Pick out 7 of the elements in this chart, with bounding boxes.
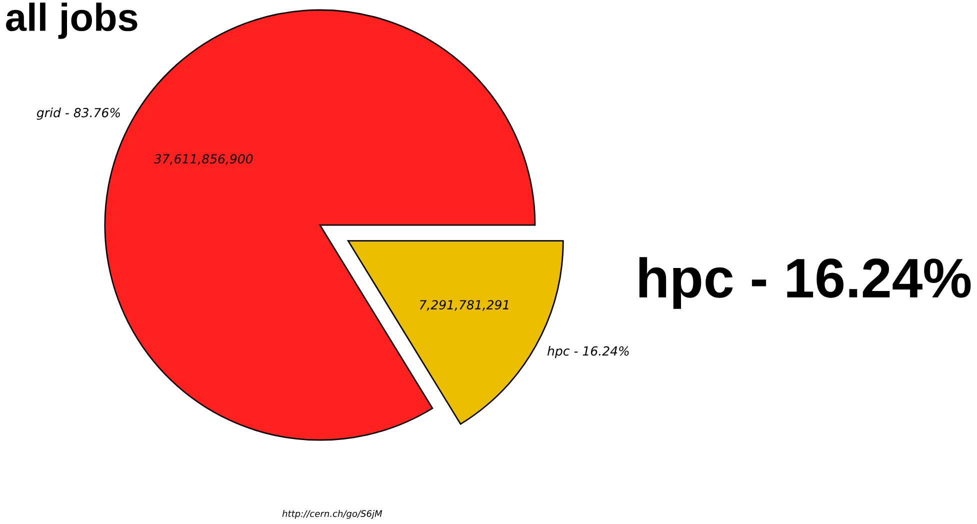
data-label: 7,291,781,291 bbox=[420, 300, 508, 311]
text: http://cern.ch/go/S6jM bbox=[282, 510, 382, 519]
chart-title: all jobs bbox=[6, 2, 138, 39]
data-label: 37,611,856,900 bbox=[154, 154, 253, 165]
slice-label: hpc - 16.24% bbox=[547, 346, 629, 358]
slice-label: grid - 83.76% bbox=[36, 108, 120, 120]
text: hpc - 16.24% bbox=[639, 257, 971, 309]
